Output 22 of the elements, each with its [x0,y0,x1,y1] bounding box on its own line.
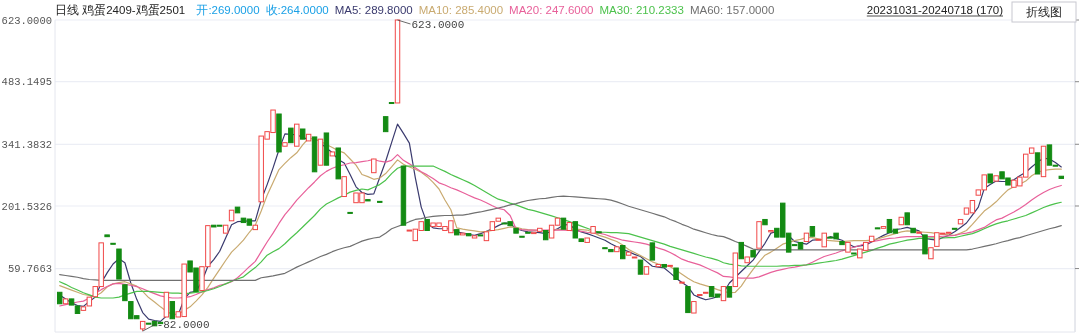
y-tick-label: 341.3832 [1,138,52,151]
text: MA5: 289.8000 [334,4,413,16]
y-tick-label: 201.5326 [1,200,52,213]
y-tick-label: 483.1495 [1,76,52,89]
text: MA20: 247.6000 [509,4,594,16]
text: 折线图 [1026,5,1062,19]
text: 收:264.0000 [265,4,329,16]
candlestick [294,123,300,147]
text: MA60: 157.0000 [689,4,775,16]
y-tick-label: 59.7663 [7,263,52,276]
annotation: 623.0000 [411,19,465,31]
line-series [59,195,1062,281]
text: 20231031-20240718 (170) [866,4,1004,16]
text: MA10: 285.4000 [418,4,504,16]
text: MA30: 210.2333 [599,4,684,16]
candlestick [922,234,928,255]
candlestick [1034,152,1041,175]
annotation: -82.0000 [156,319,210,332]
candlestick [341,176,347,198]
chart-title: 日线 鸡蛋2409-鸡蛋2501 [55,4,186,16]
y-tick-label: 623.0000 [1,14,52,27]
text: 开:269.0000 [196,4,260,16]
